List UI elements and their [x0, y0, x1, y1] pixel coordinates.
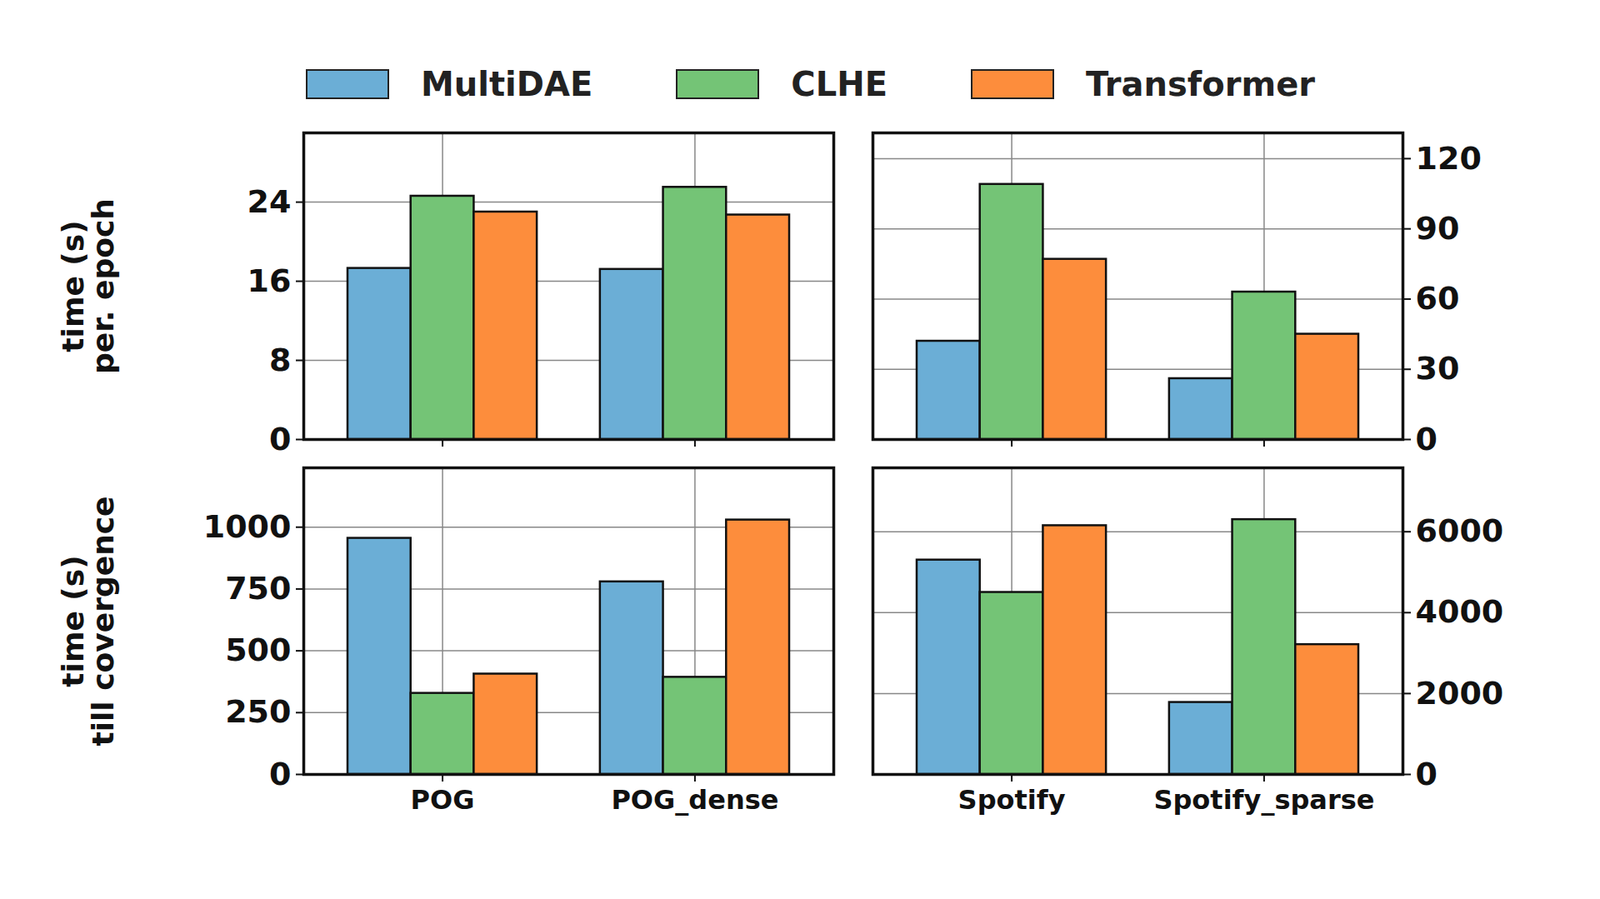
- svg-text:2000: 2000: [1415, 675, 1505, 712]
- html-text:CLHE: CLHE: [791, 65, 888, 104]
- svg-text:750: 750: [225, 570, 291, 607]
- svg-text:30: 30: [1415, 350, 1460, 387]
- svg-text:8: 8: [269, 341, 291, 379]
- svg-text:POG_dense: POG_dense: [610, 784, 779, 816]
- svg-text:0: 0: [269, 420, 291, 458]
- svg-text:1000: 1000: [203, 508, 292, 545]
- svg-text:24: 24: [247, 183, 292, 220]
- svg-text:time (s)till covergence: time (s)till covergence: [55, 495, 120, 746]
- svg-text:0: 0: [269, 755, 291, 793]
- svg-text:0: 0: [1415, 420, 1438, 458]
- svg-text:Spotify_sparse: Spotify_sparse: [1153, 784, 1375, 816]
- svg-text:4000: 4000: [1415, 593, 1505, 630]
- svg-text:60: 60: [1415, 280, 1460, 317]
- svg-text:500: 500: [225, 631, 291, 669]
- svg-text:250: 250: [225, 693, 291, 730]
- svg-text:16: 16: [247, 262, 292, 300]
- svg-text:120: 120: [1415, 140, 1482, 177]
- svg-text:0: 0: [1415, 755, 1438, 793]
- html-text:Transformer: Transformer: [1085, 65, 1315, 104]
- svg-text:6000: 6000: [1415, 512, 1505, 550]
- html-text:MultiDAE: MultiDAE: [420, 65, 593, 104]
- svg-text:Spotify: Spotify: [958, 784, 1066, 816]
- svg-text:90: 90: [1415, 210, 1460, 247]
- svg-text:time (s)per. epoch: time (s)per. epoch: [55, 198, 120, 375]
- svg-text:POG: POG: [410, 784, 475, 816]
